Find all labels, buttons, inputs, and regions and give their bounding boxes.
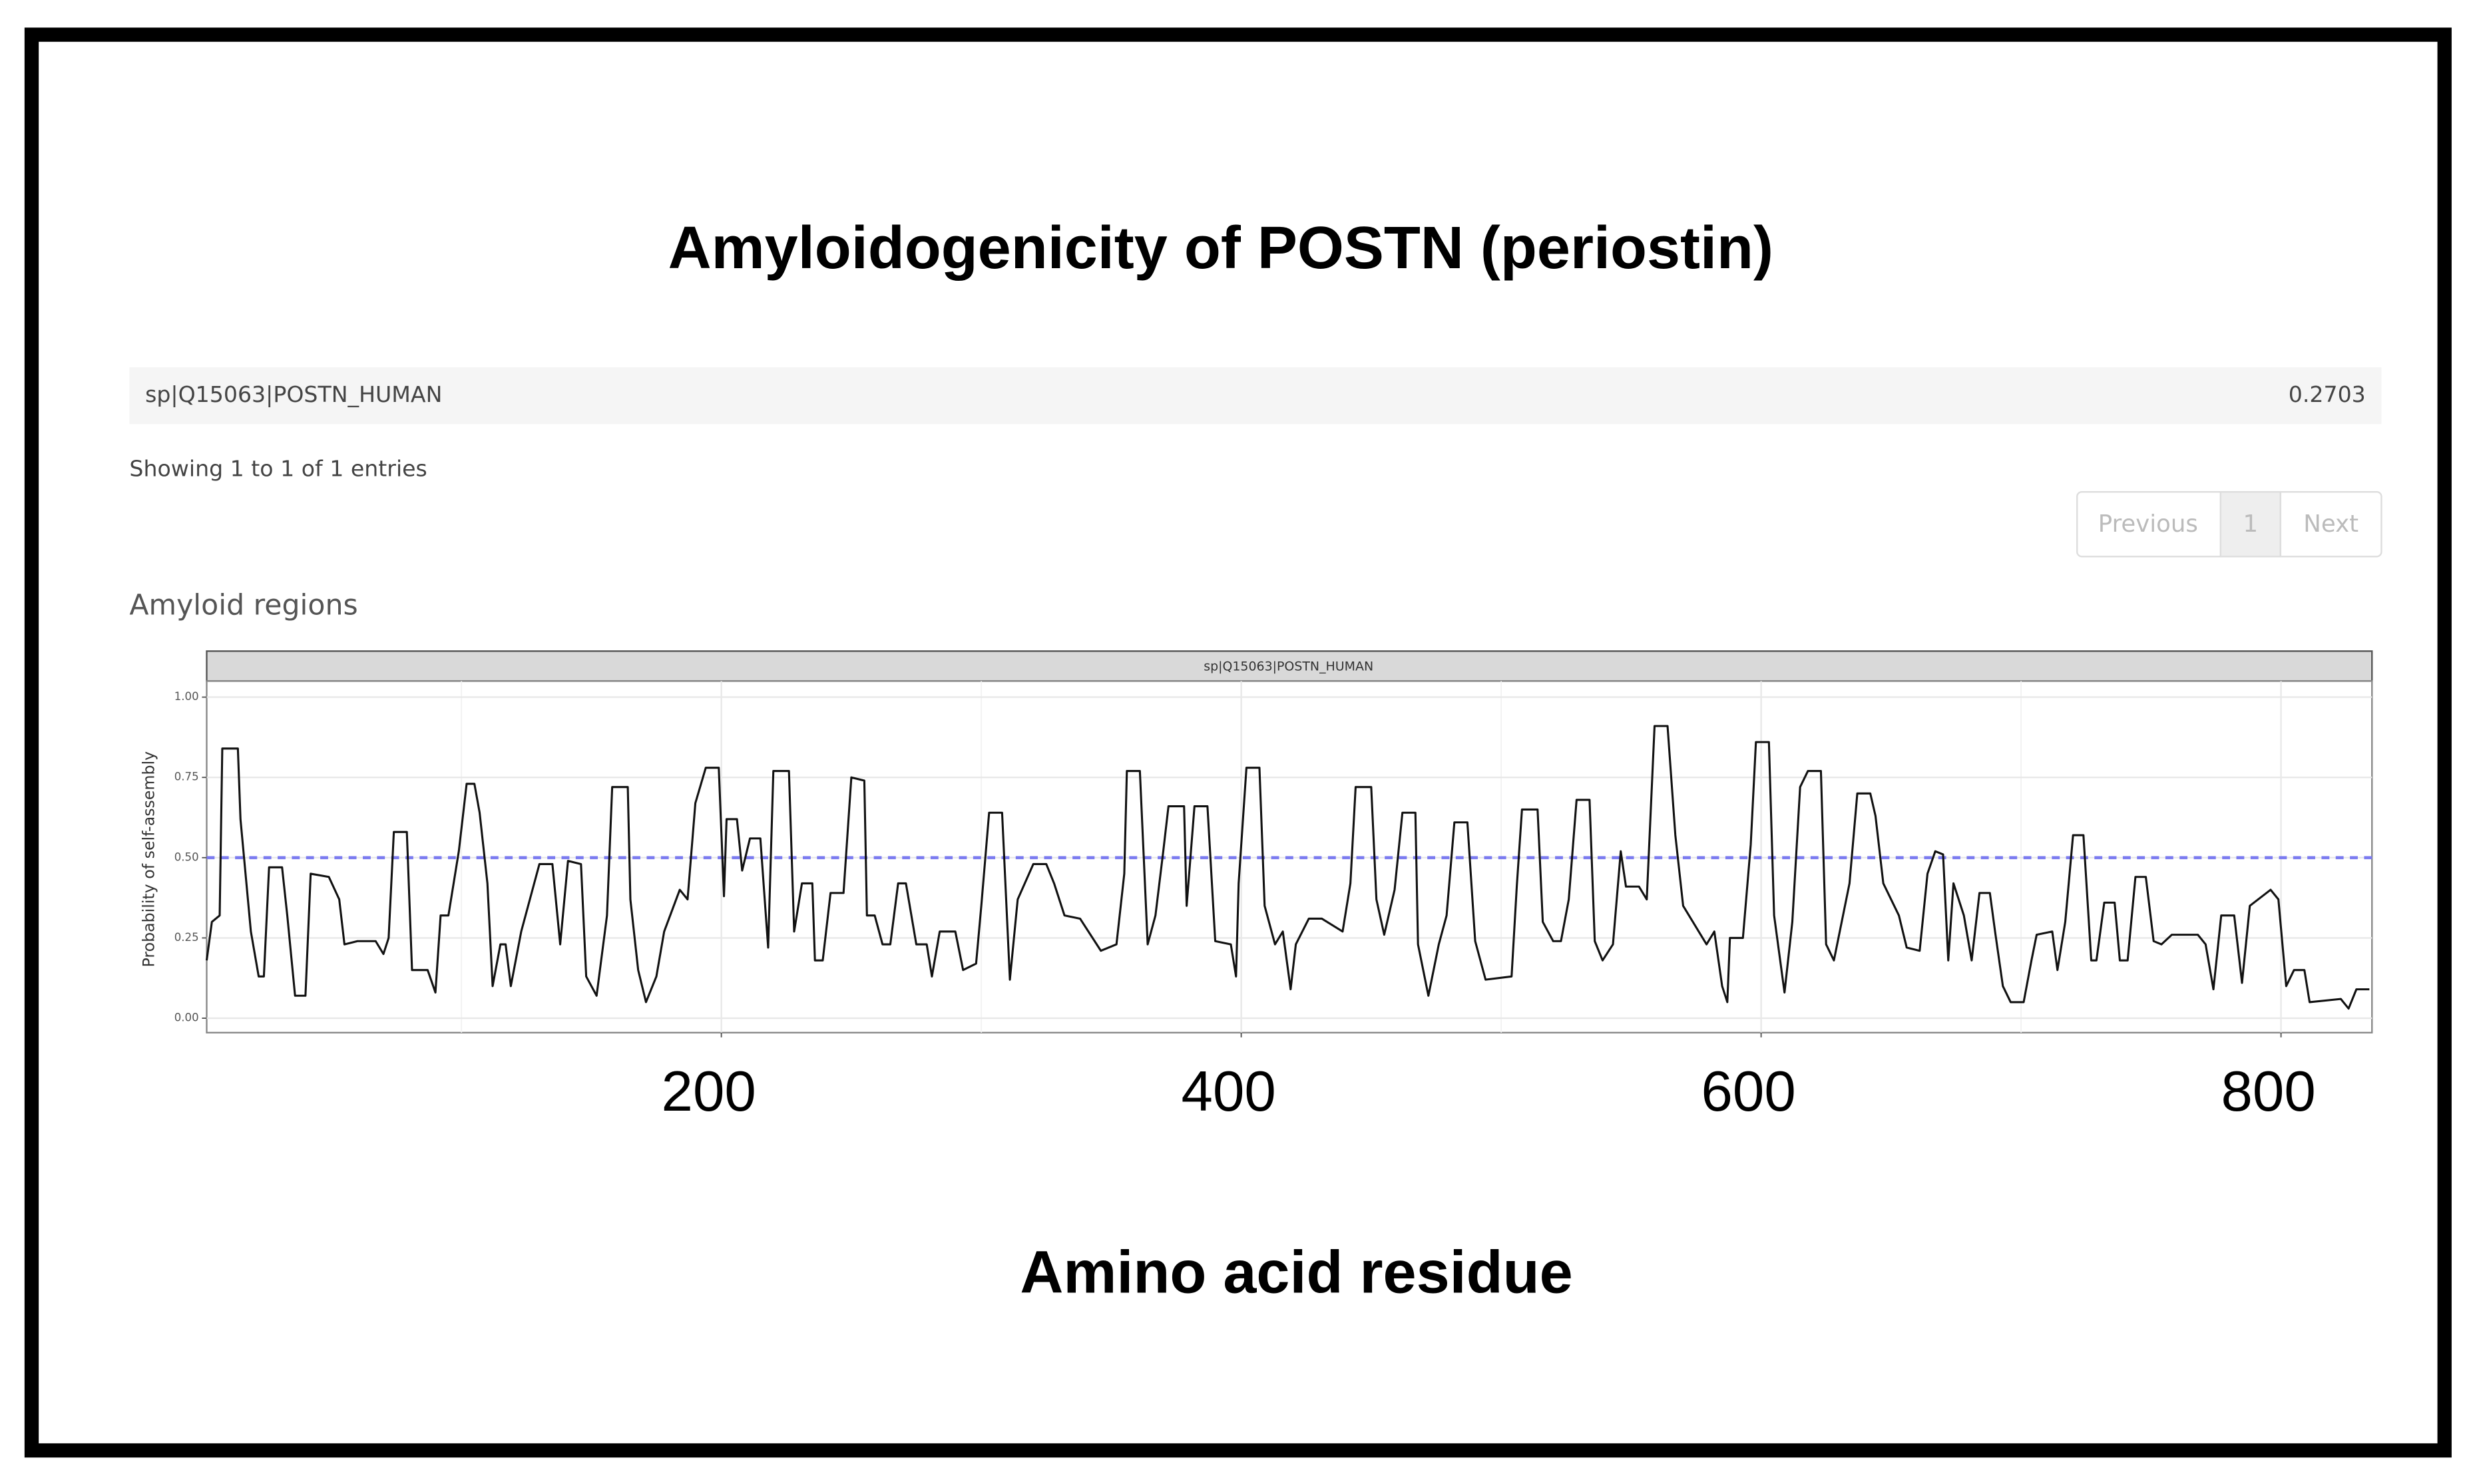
previous-button[interactable]: Previous	[2098, 510, 2198, 538]
table-info: Showing 1 to 1 of 1 entries	[129, 455, 427, 481]
page-current	[2219, 490, 2282, 558]
x-tick-label: 600	[1701, 1060, 1796, 1123]
y-axis-label: Probability of self-assembly	[140, 751, 158, 968]
chart: sp|Q15063|POSTN_HUMAN Probability of sel…	[140, 650, 2373, 1306]
y-tick-label: 0.00	[174, 1012, 199, 1024]
data-line	[205, 725, 2370, 1010]
y-tick-label: 1.00	[174, 690, 199, 703]
pagination: Previous 1 Next	[2076, 490, 2382, 558]
facet-strip	[206, 650, 2373, 682]
x-axis-label: Amino acid residue	[1020, 1240, 1572, 1306]
page-title: Amyloidogenicity of POSTN (periostin)	[668, 215, 1773, 281]
facet-label: sp|Q15063|POSTN_HUMAN	[1204, 659, 1373, 674]
table-cell: sp|Q15063|POSTN_HUMAN	[145, 381, 442, 407]
next-button[interactable]: Next	[2303, 510, 2359, 538]
page-button[interactable]: 1	[2243, 510, 2259, 538]
y-tick-label: 0.75	[174, 771, 199, 783]
section-title: Amyloid regions	[129, 589, 357, 622]
table-cell: 0.2703	[2289, 381, 2366, 407]
y-tick-label: 0.50	[174, 850, 199, 863]
x-tick-label: 800	[2221, 1060, 2315, 1123]
x-tick-label: 400	[1182, 1060, 1276, 1123]
x-tick-label: 200	[662, 1060, 756, 1123]
table-row	[129, 367, 2382, 425]
frame	[24, 27, 2452, 1458]
y-tick-label: 0.25	[174, 931, 199, 944]
